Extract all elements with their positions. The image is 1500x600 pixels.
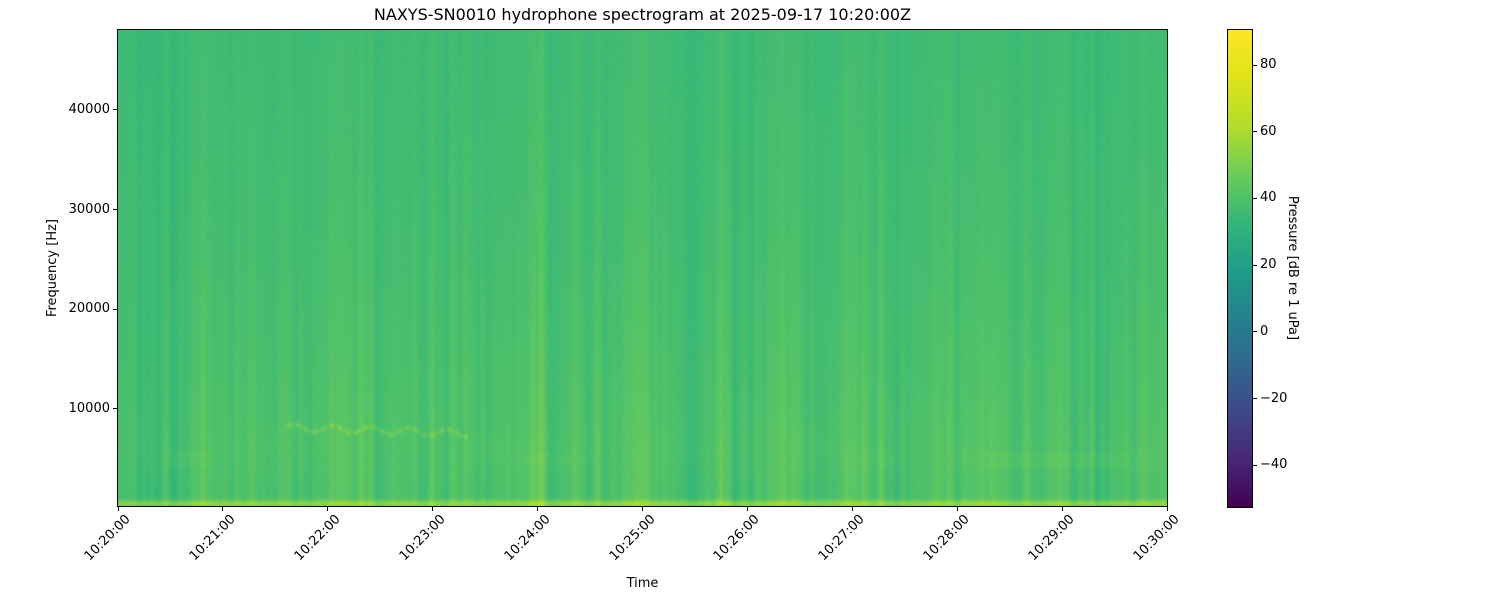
x-tick-mark [222,507,224,511]
y-tick-label: 10000 [68,400,110,416]
colorbar-tick-mark [1253,398,1257,400]
colorbar-tick-mark [1253,331,1257,333]
chart-title: NAXYS-SN0010 hydrophone spectrogram at 2… [373,5,912,24]
x-tick-mark [117,507,119,511]
y-tick-label: 20000 [68,301,110,317]
x-tick-mark [851,507,853,511]
x-tick-mark [1166,507,1168,511]
colorbar-tick-label: −20 [1260,390,1288,406]
x-tick-label: 10:20:00 [81,512,134,564]
colorbar-tick-label: 0 [1260,323,1269,339]
colorbar-tick-mark [1253,64,1257,66]
colorbar-tick-label: 80 [1260,57,1277,73]
y-tick-mark [113,109,117,111]
y-tick-label: 40000 [68,101,110,117]
x-tick-mark [1061,507,1063,511]
x-tick-mark [432,507,434,511]
y-axis-label: Frequency [Hz] [45,218,60,318]
spectrogram-heatmap [118,30,1167,506]
colorbar-label: Pressure [dB re 1 uPa] [1285,195,1300,341]
x-tick-mark [327,507,329,511]
colorbar-gradient [1228,30,1252,507]
colorbar-tick-label: 20 [1260,257,1277,273]
colorbar-tick-label: 40 [1260,190,1277,206]
x-tick-mark [746,507,748,511]
colorbar-tick-label: −40 [1260,457,1288,473]
x-tick-mark [642,507,643,511]
y-tick-mark [113,209,117,210]
x-axis-label: Time [626,576,659,591]
colorbar-tick-mark [1253,464,1257,466]
y-tick-mark [113,408,117,410]
x-tick-mark [956,507,958,511]
colorbar-tick-mark [1253,131,1257,133]
colorbar-tick-mark [1253,264,1257,266]
colorbar-tick-mark [1253,197,1257,199]
x-tick-mark [537,507,539,511]
y-tick-mark [113,308,117,310]
y-tick-label: 30000 [68,201,110,217]
colorbar-tick-label: 60 [1260,123,1277,139]
